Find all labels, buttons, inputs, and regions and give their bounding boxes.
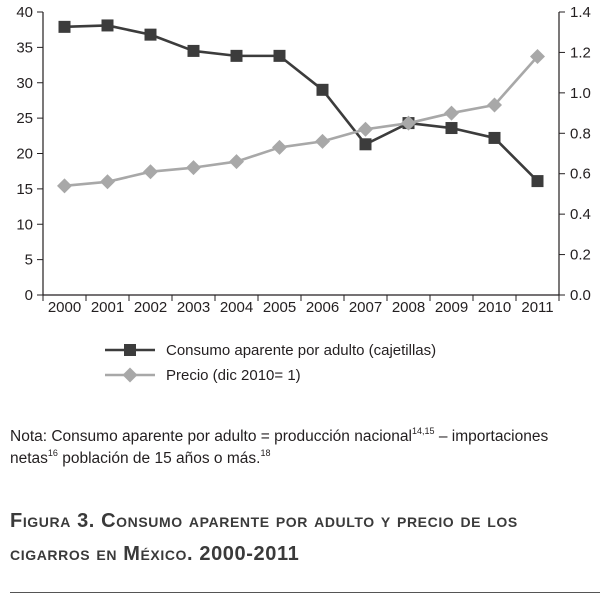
data-point-diamond <box>229 154 244 170</box>
data-point-square <box>531 175 544 188</box>
x-tick-label: 2009 <box>435 299 468 316</box>
left-tick-label: 0 <box>25 287 33 304</box>
series-line <box>64 55 539 188</box>
data-point-square <box>445 122 458 135</box>
data-point-diamond <box>57 178 72 194</box>
data-point-diamond <box>315 133 330 149</box>
x-tick-label: 2011 <box>521 299 553 316</box>
data-point-square <box>488 131 501 144</box>
data-point-square <box>58 20 71 33</box>
right-tick-label: 0.8 <box>570 125 591 142</box>
x-tick-label: 2003 <box>177 299 210 316</box>
x-tick-label: 2008 <box>392 299 425 316</box>
legend-label: Precio (dic 2010= 1) <box>166 367 301 384</box>
left-tick-label: 25 <box>16 110 33 127</box>
footnote: Nota: Consumo aparente por adulto = prod… <box>10 426 600 470</box>
right-tick-label: 1.2 <box>570 44 591 61</box>
data-point-diamond <box>444 105 459 121</box>
x-tick-label: 2000 <box>48 299 81 316</box>
note-text-1: Nota: Consumo aparente por adulto = prod… <box>10 428 412 445</box>
left-tick-label: 5 <box>25 252 33 269</box>
data-point-square <box>187 44 200 57</box>
data-point-diamond <box>487 97 502 113</box>
x-tick-label: 2002 <box>134 299 167 316</box>
series-consumo <box>58 19 544 188</box>
data-point-diamond <box>401 115 416 131</box>
series-precio <box>57 48 545 194</box>
data-point-square <box>101 19 114 32</box>
legend-label: Consumo aparente por adulto (cajetillas) <box>166 342 436 359</box>
bottom-divider <box>10 592 600 593</box>
note-text-3: población de 15 años o más. <box>57 450 261 467</box>
right-tick-label: 0.2 <box>570 247 591 264</box>
x-axis-ticks: 2000 2001 2002 2003 2004 2005 2006 2007 2008 2009… <box>42 295 560 316</box>
right-axis-ticks: 0.0 0.2 0.4 0.6 0.8 1.0 1.2 1.4 <box>559 4 591 304</box>
left-axis-ticks: 0 5 10 15 20 25 30 35 40 <box>16 4 43 304</box>
legend-marker-diamond <box>122 367 138 383</box>
left-tick-label: 35 <box>16 39 33 56</box>
data-point-square <box>144 28 157 41</box>
data-point-diamond <box>100 174 115 190</box>
dual-axis-line-chart: 0 5 10 15 20 25 30 35 40 0.0 0.2 0.4 0.6 0.8 1.0 1.2 1.… <box>16 4 591 384</box>
note-ref-1: 14,15 <box>411 426 435 436</box>
data-point-diamond <box>272 139 287 155</box>
left-tick-label: 15 <box>16 181 33 198</box>
chart-axes <box>42 12 560 296</box>
right-tick-label: 1.0 <box>570 85 591 102</box>
right-tick-label: 0.4 <box>570 206 591 223</box>
figure-caption: Figura 3. Consumo aparente por adulto y … <box>10 510 518 565</box>
right-tick-label: 0.6 <box>570 166 591 183</box>
note-ref-3: 18 <box>260 448 271 458</box>
data-point-square <box>316 83 329 96</box>
left-tick-label: 40 <box>16 4 33 21</box>
x-tick-label: 2007 <box>349 299 382 316</box>
data-point-diamond <box>186 160 201 176</box>
data-point-square <box>273 49 286 62</box>
data-point-square <box>359 138 372 151</box>
right-tick-label: 0.0 <box>570 287 591 304</box>
left-tick-label: 30 <box>16 75 33 92</box>
data-point-square <box>230 49 243 62</box>
left-tick-label: 20 <box>16 146 33 163</box>
left-tick-label: 10 <box>16 216 33 233</box>
x-tick-label: 2004 <box>220 299 253 316</box>
x-tick-label: 2006 <box>306 299 339 316</box>
series-line <box>64 24 539 183</box>
legend-marker-square <box>124 344 136 356</box>
data-point-diamond <box>358 121 373 137</box>
x-tick-label: 2005 <box>263 299 296 316</box>
note-ref-2: 16 <box>47 448 58 458</box>
x-tick-label: 2001 <box>91 299 124 316</box>
legend: Consumo aparente por adulto (cajetillas)… <box>105 342 436 384</box>
x-tick-label: 2010 <box>478 299 511 316</box>
data-point-diamond <box>143 164 158 180</box>
right-tick-label: 1.4 <box>570 4 591 21</box>
note-text-2: – importaciones netas <box>10 428 549 467</box>
data-point-diamond <box>530 48 545 64</box>
